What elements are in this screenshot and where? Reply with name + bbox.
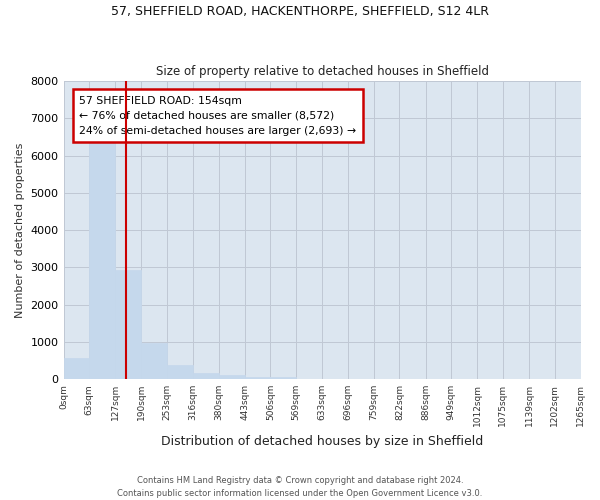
Bar — [245, 377, 271, 379]
Text: Contains HM Land Registry data © Crown copyright and database right 2024.
Contai: Contains HM Land Registry data © Crown c… — [118, 476, 482, 498]
Bar — [115, 270, 141, 379]
Bar — [89, 140, 115, 379]
Title: Size of property relative to detached houses in Sheffield: Size of property relative to detached ho… — [155, 66, 488, 78]
Text: 57, SHEFFIELD ROAD, HACKENTHORPE, SHEFFIELD, S12 4LR: 57, SHEFFIELD ROAD, HACKENTHORPE, SHEFFI… — [111, 5, 489, 18]
Bar — [219, 376, 245, 379]
Bar — [193, 373, 219, 379]
Y-axis label: Number of detached properties: Number of detached properties — [15, 142, 25, 318]
Bar — [64, 358, 89, 379]
Bar — [271, 378, 296, 379]
Bar — [167, 366, 193, 379]
Bar — [141, 342, 167, 379]
X-axis label: Distribution of detached houses by size in Sheffield: Distribution of detached houses by size … — [161, 434, 483, 448]
Text: 57 SHEFFIELD ROAD: 154sqm
← 76% of detached houses are smaller (8,572)
24% of se: 57 SHEFFIELD ROAD: 154sqm ← 76% of detac… — [79, 96, 356, 136]
